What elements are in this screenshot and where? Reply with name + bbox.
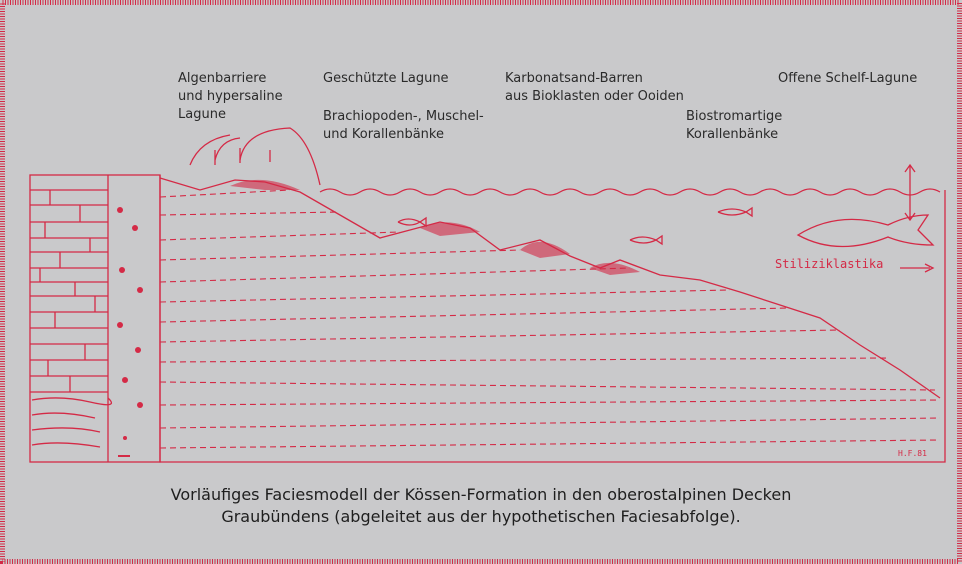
- label-line: Geschützte Lagune: [323, 71, 449, 86]
- label-line: Brachiopoden-, Muschel-: [323, 109, 484, 124]
- label-line: Korallenbänke: [686, 127, 778, 142]
- signature: H.F.81: [898, 449, 927, 458]
- label-line: Biostromartige: [686, 109, 782, 124]
- caption-line: Graubündens (abgeleitet aus der hypothet…: [221, 507, 740, 526]
- diagram: Algenbarriere und hypersaline Lagune Ges…: [0, 0, 962, 564]
- label-line: Algenbarriere: [178, 71, 266, 86]
- label-line: Lagune: [178, 107, 226, 122]
- facies-label: Stiliziklastika: [775, 257, 883, 271]
- label-line: aus Bioklasten oder Ooiden: [505, 89, 684, 104]
- label-line: und Korallenbänke: [323, 127, 444, 142]
- label-line: und hypersaline: [178, 89, 283, 104]
- caption-line: Vorläufiges Faciesmodell der Kössen-Form…: [171, 485, 792, 504]
- label-line: Karbonatsand-Barren: [505, 71, 643, 86]
- label-line: Offene Schelf-Lagune: [778, 71, 917, 86]
